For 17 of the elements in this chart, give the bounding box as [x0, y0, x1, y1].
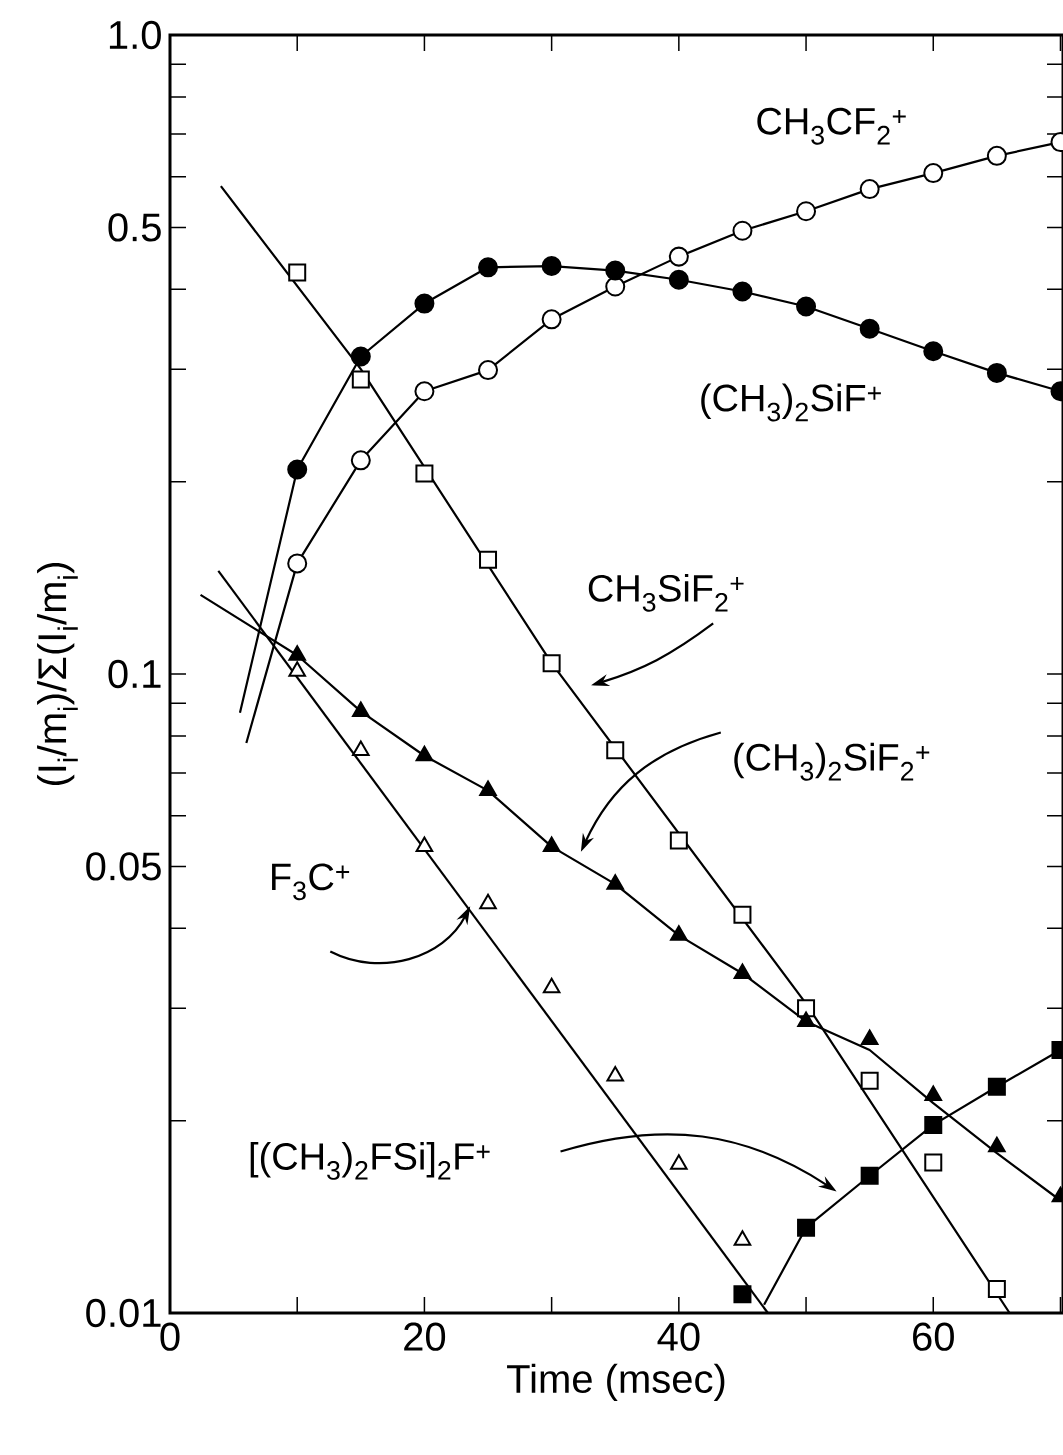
y-tick-label: 0.5 [108, 213, 161, 242]
x-tick-label: 20 [404, 1322, 446, 1351]
annotation: (CH$_{3}$)$_{2}$SiF$_{2}$+ [734, 742, 930, 781]
y-tick-label: 1.0 [109, 20, 161, 50]
text: (I$_{i}$/m$_{i}$)/Σ(I$_{i}$/m$_{i}$) [37, 562, 78, 786]
x-tick-label: 60 [913, 1322, 954, 1351]
x-tick-label: 0 [160, 1322, 180, 1351]
annotation: CH$_{3}$CF$_{2}$+ [757, 107, 906, 145]
annotation: (CH$_{3}$)$_{2}$SiF$^{+}$ [701, 383, 881, 422]
annotation: F$_{3}$C$^{+}$ [272, 863, 350, 901]
x-tick-label: 40 [657, 1322, 700, 1351]
annotation: [(CH$_{3}$)$_{2}$FSi]$_{2}$F$^{+}$ [250, 1142, 490, 1180]
x-axis-title: Time (msec) [507, 1363, 725, 1401]
y-tick-label: 0.01 [86, 1298, 161, 1328]
y-tick-label: 0.1 [108, 659, 161, 689]
annotation: CH$_{3}$SiF$_{2}$+ [588, 573, 744, 612]
y-tick-label: 0.05 [86, 852, 161, 881]
